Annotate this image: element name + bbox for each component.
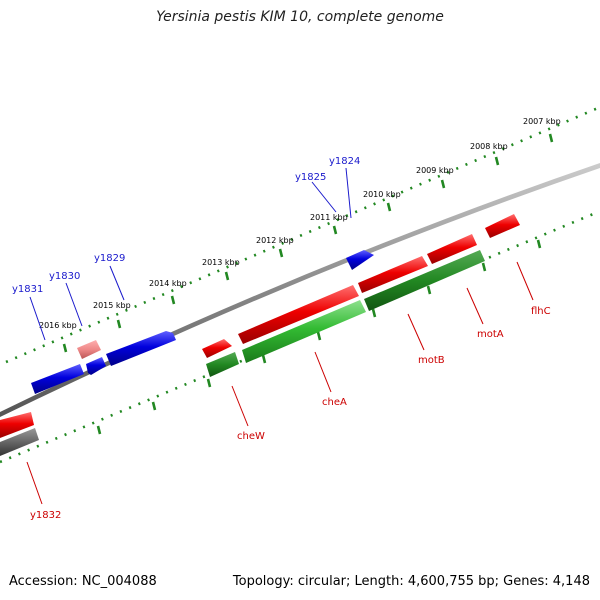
gene-label-y1825[interactable]: y1825 (295, 172, 326, 183)
gene-label-chea[interactable]: cheA (322, 397, 347, 408)
gene-labels: y1831 y1830 y1829 y1825 y1824 y1832 cheW… (12, 156, 551, 521)
gene-label-y1831[interactable]: y1831 (12, 284, 43, 295)
leader-y1832 (26, 461, 43, 505)
gene-label-mota[interactable]: motA (477, 329, 504, 340)
genome-backbone (0, 163, 600, 417)
inner-major-ticks (96, 239, 542, 435)
gene-label-y1832[interactable]: y1832 (30, 510, 61, 521)
scale-label: 2015 kbp (93, 301, 131, 310)
gene-label-y1829[interactable]: y1829 (94, 253, 125, 264)
outer-major-ticks (62, 133, 554, 353)
leader-flhc (516, 261, 534, 301)
gene-flhc-forward[interactable] (485, 214, 520, 238)
leader-y1824 (345, 167, 352, 219)
forward-strand-genes (0, 214, 520, 438)
scale-label: 2009 kbp (416, 166, 454, 175)
gene-label-y1830[interactable]: y1830 (49, 271, 80, 282)
gene-label-y1824[interactable]: y1824 (329, 156, 360, 167)
gene-label-motb[interactable]: motB (418, 355, 445, 366)
scale-label: 2007 kbp (523, 117, 561, 126)
feature-chea[interactable] (242, 300, 366, 363)
rna-features (0, 250, 485, 456)
map-title: Yersinia pestis KIM 10, complete genome (156, 9, 444, 25)
gene-chea-forward[interactable] (238, 285, 359, 344)
feature-gray[interactable] (0, 428, 39, 456)
inner-tick-row (0, 210, 599, 464)
scale-label: 2012 kbp (256, 236, 294, 245)
leader-y1830 (65, 282, 83, 327)
leader-y1831 (29, 296, 46, 341)
leader-chea (314, 351, 332, 393)
leader-motb (407, 313, 425, 351)
gene-y1829[interactable] (106, 331, 176, 366)
scale-label: 2013 kbp (202, 258, 240, 267)
gene-y1824[interactable] (346, 250, 374, 270)
gene-chew-forward[interactable] (202, 339, 232, 358)
gene-y1830[interactable] (86, 357, 106, 375)
feature-motb[interactable] (364, 250, 485, 311)
gene-mota-forward[interactable] (427, 234, 477, 264)
feature-chew[interactable] (206, 352, 239, 377)
genome-summary: Topology: circular; Length: 4,600,755 bp… (232, 574, 590, 589)
scale-label: 2008 kbp (470, 142, 508, 151)
accession-label: Accession: NC_004088 (9, 574, 157, 589)
scale-labels: 2016 kbp 2015 kbp 2014 kbp 2013 kbp 2012… (39, 117, 561, 330)
leader-lines (26, 167, 534, 505)
leader-y1825 (311, 181, 337, 213)
scale-label: 2011 kbp (310, 213, 348, 222)
gene-y1825-pseudo[interactable] (77, 340, 101, 359)
gene-y1831[interactable] (31, 364, 84, 394)
leader-y1829 (109, 265, 125, 301)
scale-label: 2014 kbp (149, 279, 187, 288)
scale-label: 2016 kbp (39, 321, 77, 330)
gene-motb-forward[interactable] (358, 256, 428, 293)
gene-y1832[interactable] (0, 412, 34, 438)
reverse-strand-genes (31, 250, 374, 394)
gene-label-chew[interactable]: cheW (237, 431, 265, 442)
leader-mota (466, 287, 484, 325)
gene-label-flhc[interactable]: flhC (531, 306, 551, 317)
scale-label: 2010 kbp (363, 190, 401, 199)
outer-tick-row (5, 106, 599, 364)
leader-chew (231, 385, 249, 427)
